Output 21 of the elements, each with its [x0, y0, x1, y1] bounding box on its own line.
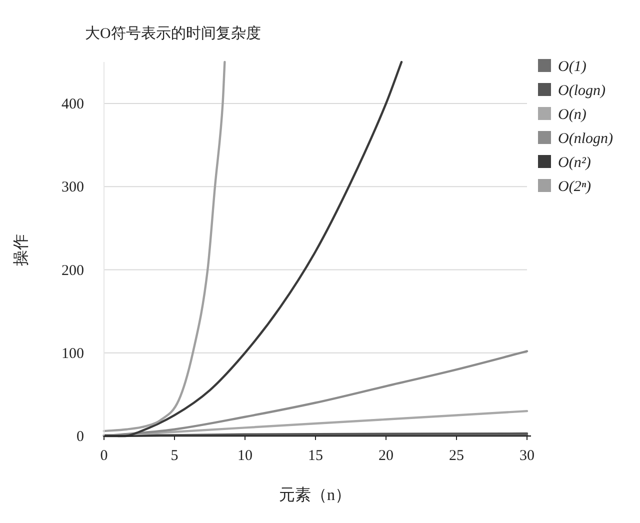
x-axis-title: 元素（n） — [279, 486, 351, 504]
y-tick-label: 100 — [62, 346, 84, 362]
y-tick-label: 0 — [76, 429, 84, 445]
x-tick-label: 30 — [520, 448, 534, 464]
x-tick-label: 25 — [449, 448, 464, 464]
y-tick-label: 300 — [62, 180, 84, 196]
y-tick-label: 200 — [62, 262, 84, 279]
x-tick-label: 15 — [308, 448, 323, 464]
y-tick-label: 400 — [62, 96, 84, 113]
x-tick-label: 20 — [378, 448, 394, 464]
x-tick-label: 0 — [100, 448, 108, 464]
chart-title: 大O符号表示的时间复杂度 — [85, 25, 261, 42]
x-tick-label: 5 — [170, 448, 178, 464]
x-tick-label: 10 — [238, 448, 252, 464]
legend-label: O(n) — [558, 107, 586, 123]
legend-label: O(logn) — [558, 83, 606, 99]
legend-label: O(nlogn) — [558, 131, 613, 147]
legend-label: O(1) — [558, 59, 586, 75]
legend-label: O(n²) — [558, 155, 591, 171]
legend-label: O(2ⁿ) — [558, 179, 592, 195]
y-axis-title: 操作 — [13, 234, 30, 266]
